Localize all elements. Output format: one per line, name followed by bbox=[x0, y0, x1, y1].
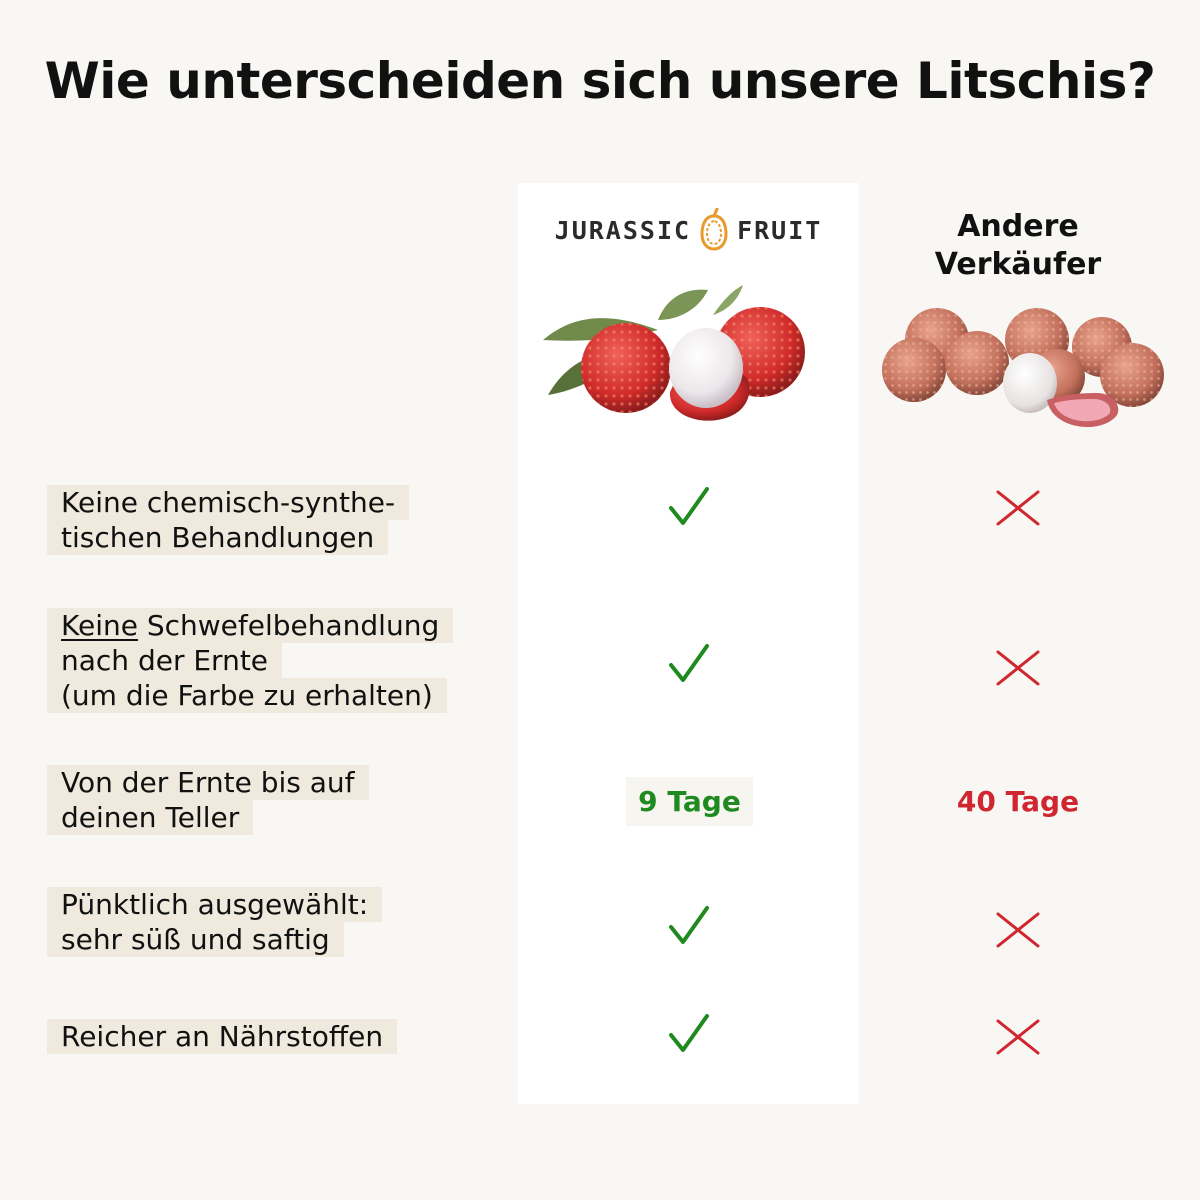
theirs-days-value: 40 Tage bbox=[956, 785, 1080, 818]
logo-left-word: JURASSIC bbox=[554, 215, 692, 245]
label-line: (um die Farbe zu erhalten) bbox=[47, 678, 447, 713]
label-line: deinen Teller bbox=[47, 800, 254, 835]
label-line-rest: Schwefelbehandlung bbox=[137, 609, 440, 642]
row-label-chemical: Keine chemisch-synthe- tischen Behandlun… bbox=[47, 485, 410, 555]
jurassic-lychee-image bbox=[543, 285, 805, 421]
cross-icon bbox=[996, 912, 1040, 948]
other-sellers-heading: Andere Verkäufer bbox=[860, 208, 1176, 284]
ours-days-value: 9 Tage bbox=[626, 777, 753, 826]
other-lychee-image bbox=[882, 308, 1164, 427]
cross-icon bbox=[996, 1019, 1040, 1055]
label-line: tischen Behandlungen bbox=[47, 520, 389, 555]
cross-icon bbox=[996, 650, 1040, 686]
label-line: Von der Ernte bis auf bbox=[47, 765, 369, 800]
label-line: Keine chemisch-synthe- bbox=[47, 485, 410, 520]
jurassic-fruit-logo: JURASSIC FRUIT bbox=[518, 205, 859, 255]
label-line: nach der Ernte bbox=[47, 643, 283, 678]
other-heading-line-1: Andere bbox=[957, 209, 1079, 244]
row-label-harvest-time: Von der Ernte bis auf deinen Teller bbox=[47, 765, 369, 835]
cross-icon bbox=[996, 490, 1040, 526]
row-label-nutrients: Reicher an Nährstoffen bbox=[47, 1019, 398, 1054]
check-icon bbox=[669, 906, 709, 944]
logo-right-word: FRUIT bbox=[737, 215, 823, 245]
label-line: Pünktlich ausgewählt: bbox=[47, 887, 383, 922]
row-label-sweet: Pünktlich ausgewählt: sehr süß und safti… bbox=[47, 887, 383, 957]
label-line: Reicher an Nährstoffen bbox=[47, 1019, 398, 1054]
label-line: sehr süß und saftig bbox=[47, 922, 344, 957]
label-line: Keine Schwefelbehandlung bbox=[47, 608, 454, 643]
check-icon bbox=[669, 644, 709, 682]
check-icon bbox=[669, 487, 709, 525]
page-title: Wie unterscheiden sich unsere Litschis? bbox=[44, 52, 1156, 110]
other-heading-line-2: Verkäufer bbox=[934, 247, 1102, 282]
underlined-word: Keine bbox=[61, 609, 138, 642]
lychee-logo-icon bbox=[700, 208, 728, 251]
row-label-sulfur: Keine Schwefelbehandlung nach der Ernte … bbox=[47, 608, 454, 713]
check-icon bbox=[669, 1014, 709, 1052]
